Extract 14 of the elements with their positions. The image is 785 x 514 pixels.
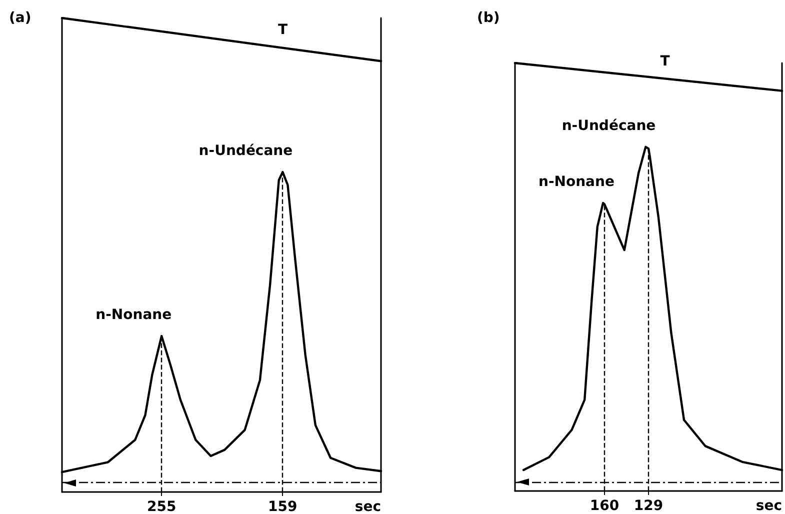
annotation: n-Undécane — [562, 118, 656, 134]
chart-title: (a) — [9, 10, 32, 26]
x-axis-title: sec — [756, 498, 782, 514]
annotation: n-Undécane — [198, 143, 293, 160]
annotation: T — [278, 22, 288, 38]
x-tick-label: 255 — [146, 499, 176, 514]
x-tick-label: 129 — [634, 498, 664, 514]
annotation: n-Nonane — [538, 174, 614, 190]
x-axis-title: sec — [354, 499, 381, 514]
annotation: T — [660, 53, 670, 70]
x-tick-label: 159 — [268, 499, 298, 514]
annotation: n-Nonane — [96, 307, 172, 324]
x-tick-label: 160 — [590, 498, 620, 514]
chart-title: (b) — [477, 10, 500, 26]
